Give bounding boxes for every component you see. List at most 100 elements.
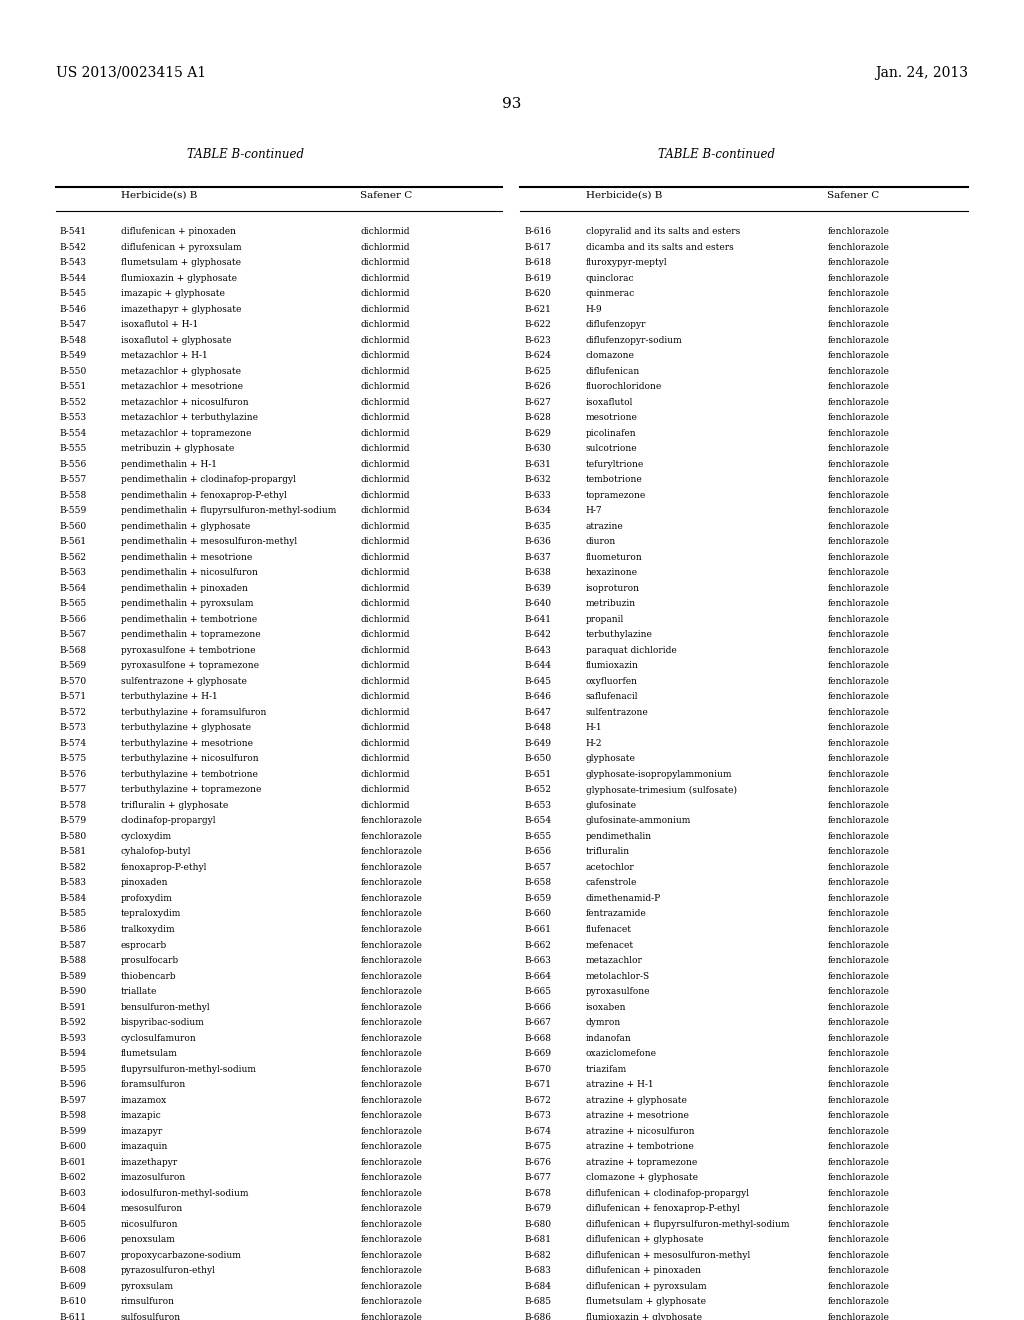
- Text: B-557: B-557: [59, 475, 87, 484]
- Text: pendimethalin + tembotrione: pendimethalin + tembotrione: [121, 615, 257, 624]
- Text: B-616: B-616: [524, 227, 551, 236]
- Text: atrazine + tembotrione: atrazine + tembotrione: [586, 1142, 693, 1151]
- Text: fenchlorazole: fenchlorazole: [827, 227, 889, 236]
- Text: B-584: B-584: [59, 894, 86, 903]
- Text: B-650: B-650: [524, 755, 551, 763]
- Text: B-611: B-611: [59, 1312, 86, 1320]
- Text: fenchlorazole: fenchlorazole: [827, 692, 889, 701]
- Text: fenchlorazole: fenchlorazole: [827, 553, 889, 562]
- Text: B-633: B-633: [524, 491, 551, 500]
- Text: flumioxazin + glyphosate: flumioxazin + glyphosate: [586, 1312, 701, 1320]
- Text: B-686: B-686: [524, 1312, 551, 1320]
- Text: B-621: B-621: [524, 305, 551, 314]
- Text: pendimethalin + mesosulfuron-methyl: pendimethalin + mesosulfuron-methyl: [121, 537, 297, 546]
- Text: penoxsulam: penoxsulam: [121, 1236, 176, 1245]
- Text: B-684: B-684: [524, 1282, 551, 1291]
- Text: B-685: B-685: [524, 1298, 551, 1307]
- Text: fenchlorazole: fenchlorazole: [827, 755, 889, 763]
- Text: profoxydim: profoxydim: [121, 894, 173, 903]
- Text: B-642: B-642: [524, 631, 551, 639]
- Text: B-647: B-647: [524, 708, 551, 717]
- Text: B-578: B-578: [59, 801, 86, 810]
- Text: dichlormid: dichlormid: [360, 521, 410, 531]
- Text: B-562: B-562: [59, 553, 86, 562]
- Text: B-600: B-600: [59, 1142, 86, 1151]
- Text: B-626: B-626: [524, 383, 551, 391]
- Text: B-677: B-677: [524, 1173, 551, 1183]
- Text: diflufenican + pinoxaden: diflufenican + pinoxaden: [586, 1266, 700, 1275]
- Text: diflufenican: diflufenican: [586, 367, 640, 376]
- Text: quinclorac: quinclorac: [586, 273, 634, 282]
- Text: B-574: B-574: [59, 739, 86, 748]
- Text: dichlormid: dichlormid: [360, 801, 410, 810]
- Text: bispyribac-sodium: bispyribac-sodium: [121, 1018, 205, 1027]
- Text: B-541: B-541: [59, 227, 86, 236]
- Text: B-638: B-638: [524, 569, 551, 577]
- Text: B-591: B-591: [59, 1003, 86, 1011]
- Text: dichlormid: dichlormid: [360, 615, 410, 624]
- Text: metazachlor + terbuthylazine: metazachlor + terbuthylazine: [121, 413, 258, 422]
- Text: B-573: B-573: [59, 723, 86, 733]
- Text: flufenacet: flufenacet: [586, 925, 632, 935]
- Text: picolinafen: picolinafen: [586, 429, 636, 438]
- Text: flumioxazin: flumioxazin: [586, 661, 639, 671]
- Text: fenchlorazole: fenchlorazole: [827, 1173, 889, 1183]
- Text: cyhalofop-butyl: cyhalofop-butyl: [121, 847, 191, 857]
- Text: B-666: B-666: [524, 1003, 551, 1011]
- Text: B-587: B-587: [59, 940, 86, 949]
- Text: pendimethalin + pinoxaden: pendimethalin + pinoxaden: [121, 583, 248, 593]
- Text: fenchlorazole: fenchlorazole: [360, 1080, 422, 1089]
- Text: fenchlorazole: fenchlorazole: [827, 832, 889, 841]
- Text: Jan. 24, 2013: Jan. 24, 2013: [874, 66, 968, 79]
- Text: pyroxsulam: pyroxsulam: [121, 1282, 174, 1291]
- Text: fenchlorazole: fenchlorazole: [827, 383, 889, 391]
- Text: fenchlorazole: fenchlorazole: [827, 770, 889, 779]
- Text: dichlormid: dichlormid: [360, 507, 410, 515]
- Text: B-656: B-656: [524, 847, 551, 857]
- Text: fenchlorazole: fenchlorazole: [827, 1049, 889, 1059]
- Text: diflufenican + clodinafop-propargyl: diflufenican + clodinafop-propargyl: [586, 1189, 749, 1197]
- Text: B-564: B-564: [59, 583, 86, 593]
- Text: fenchlorazole: fenchlorazole: [827, 739, 889, 748]
- Text: fenchlorazole: fenchlorazole: [827, 1312, 889, 1320]
- Text: B-558: B-558: [59, 491, 87, 500]
- Text: B-553: B-553: [59, 413, 86, 422]
- Text: B-623: B-623: [524, 335, 551, 345]
- Text: Safener C: Safener C: [360, 191, 413, 199]
- Text: trifluralin: trifluralin: [586, 847, 630, 857]
- Text: fenchlorazole: fenchlorazole: [360, 1111, 422, 1121]
- Text: B-597: B-597: [59, 1096, 86, 1105]
- Text: B-543: B-543: [59, 259, 86, 267]
- Text: B-625: B-625: [524, 367, 551, 376]
- Text: fenchlorazole: fenchlorazole: [827, 1204, 889, 1213]
- Text: fenchlorazole: fenchlorazole: [360, 1127, 422, 1135]
- Text: B-549: B-549: [59, 351, 86, 360]
- Text: B-609: B-609: [59, 1282, 86, 1291]
- Text: dichlormid: dichlormid: [360, 537, 410, 546]
- Text: US 2013/0023415 A1: US 2013/0023415 A1: [56, 66, 207, 79]
- Text: glyphosate: glyphosate: [586, 755, 636, 763]
- Text: B-580: B-580: [59, 832, 86, 841]
- Text: fenchlorazole: fenchlorazole: [360, 909, 422, 919]
- Text: B-568: B-568: [59, 645, 86, 655]
- Text: dichlormid: dichlormid: [360, 785, 410, 795]
- Text: B-565: B-565: [59, 599, 87, 609]
- Text: saflufenacil: saflufenacil: [586, 692, 638, 701]
- Text: dichlormid: dichlormid: [360, 459, 410, 469]
- Text: B-590: B-590: [59, 987, 86, 997]
- Text: B-670: B-670: [524, 1064, 551, 1073]
- Text: fenchlorazole: fenchlorazole: [827, 1096, 889, 1105]
- Text: fenchlorazole: fenchlorazole: [827, 1127, 889, 1135]
- Text: B-545: B-545: [59, 289, 87, 298]
- Text: fenchlorazole: fenchlorazole: [827, 1189, 889, 1197]
- Text: dichlormid: dichlormid: [360, 692, 410, 701]
- Text: B-601: B-601: [59, 1158, 86, 1167]
- Text: metazachlor + mesotrione: metazachlor + mesotrione: [121, 383, 243, 391]
- Text: B-675: B-675: [524, 1142, 551, 1151]
- Text: pendimethalin + H-1: pendimethalin + H-1: [121, 459, 217, 469]
- Text: 93: 93: [503, 98, 521, 111]
- Text: B-649: B-649: [524, 739, 551, 748]
- Text: pendimethalin + nicosulfuron: pendimethalin + nicosulfuron: [121, 569, 258, 577]
- Text: fenchlorazole: fenchlorazole: [827, 397, 889, 407]
- Text: sulcotrione: sulcotrione: [586, 444, 637, 453]
